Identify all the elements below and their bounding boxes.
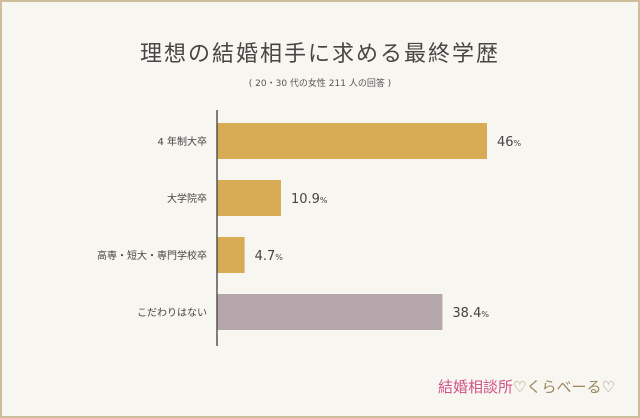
logo-sub-text: ♡くらべーる♡ xyxy=(513,378,615,396)
bar xyxy=(217,237,245,273)
chart-subtitle: ( 20・30 代の女性 211 人の回答 ) xyxy=(248,79,392,89)
category-label: 高専・短大・専門学校卒 xyxy=(97,249,207,262)
value-label: 46% xyxy=(497,135,522,150)
bar xyxy=(217,294,443,330)
value-label: 38.4% xyxy=(452,306,489,321)
value-label: 4.7% xyxy=(255,249,284,264)
value-label: 10.9% xyxy=(291,192,328,207)
chart-title: 理想の結婚相手に求める最終学歴 xyxy=(139,42,500,67)
brand-logo: 結婚相談所♡くらべーる♡ xyxy=(438,376,615,397)
category-label: 4 年制大卒 xyxy=(157,135,207,148)
bar xyxy=(217,123,487,159)
category-label: 大学院卒 xyxy=(167,192,207,205)
category-label: こだわりはない xyxy=(137,307,207,319)
logo-main-text: 結婚相談所 xyxy=(438,378,514,396)
bar xyxy=(217,180,281,216)
